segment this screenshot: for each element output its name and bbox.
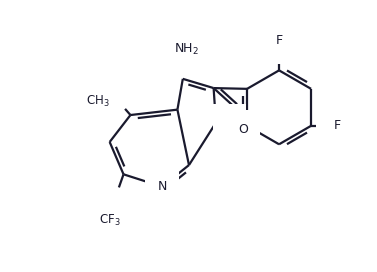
Text: CH$_3$: CH$_3$ [86,94,110,109]
Text: CF$_3$: CF$_3$ [99,213,121,228]
Text: N: N [157,180,167,193]
Text: S: S [225,116,233,129]
Text: F: F [334,119,341,132]
Text: NH$_2$: NH$_2$ [174,42,199,57]
Text: O: O [238,123,248,136]
Text: F: F [276,34,283,47]
